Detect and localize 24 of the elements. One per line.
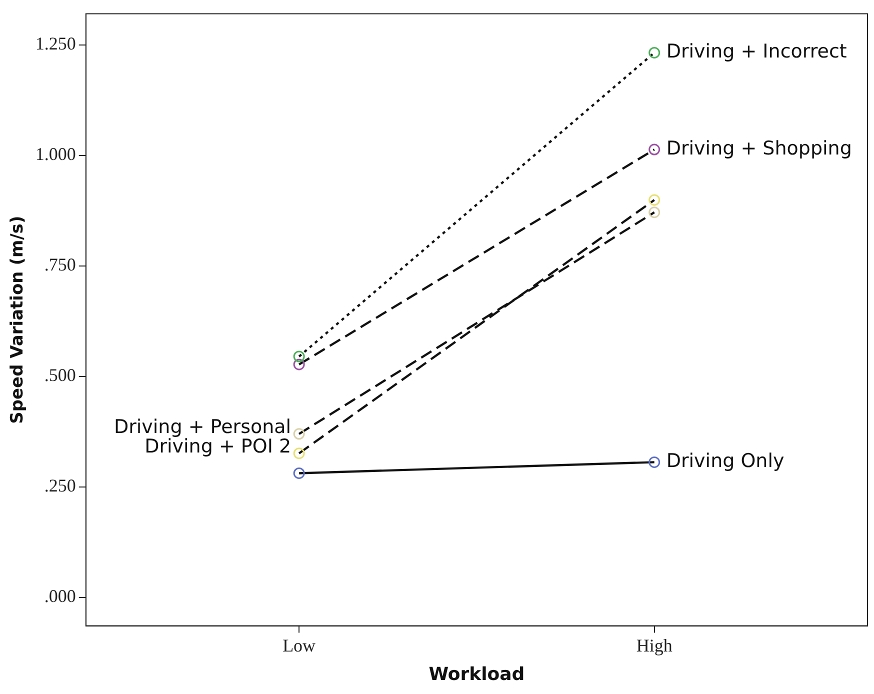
y-tick-label: 1.250 bbox=[35, 33, 76, 54]
y-axis-title: Speed Variation (m/s) bbox=[8, 216, 28, 424]
y-tick-label: .500 bbox=[44, 365, 76, 386]
point bbox=[293, 448, 305, 460]
annotation: Driving Only bbox=[666, 450, 784, 472]
x-tick-label: High bbox=[636, 635, 672, 656]
point bbox=[648, 194, 660, 206]
point bbox=[293, 358, 305, 370]
point bbox=[648, 46, 660, 58]
y-tick-label: .000 bbox=[44, 586, 76, 606]
y-tick-label: .250 bbox=[44, 476, 76, 496]
annotation: Driving + Incorrect bbox=[666, 40, 847, 63]
x-tick-label: Low bbox=[282, 635, 316, 656]
annotation: Driving + Personal bbox=[114, 416, 292, 438]
y-tick-label: 1.000 bbox=[35, 144, 76, 164]
point bbox=[648, 144, 660, 156]
point bbox=[293, 350, 305, 362]
point bbox=[293, 467, 305, 479]
point bbox=[293, 428, 305, 440]
x-axis-title: Workload bbox=[428, 664, 525, 685]
point bbox=[648, 206, 660, 218]
point bbox=[648, 456, 660, 468]
annotation: Driving + Shopping bbox=[666, 137, 852, 160]
y-tick-label: .750 bbox=[44, 254, 76, 275]
